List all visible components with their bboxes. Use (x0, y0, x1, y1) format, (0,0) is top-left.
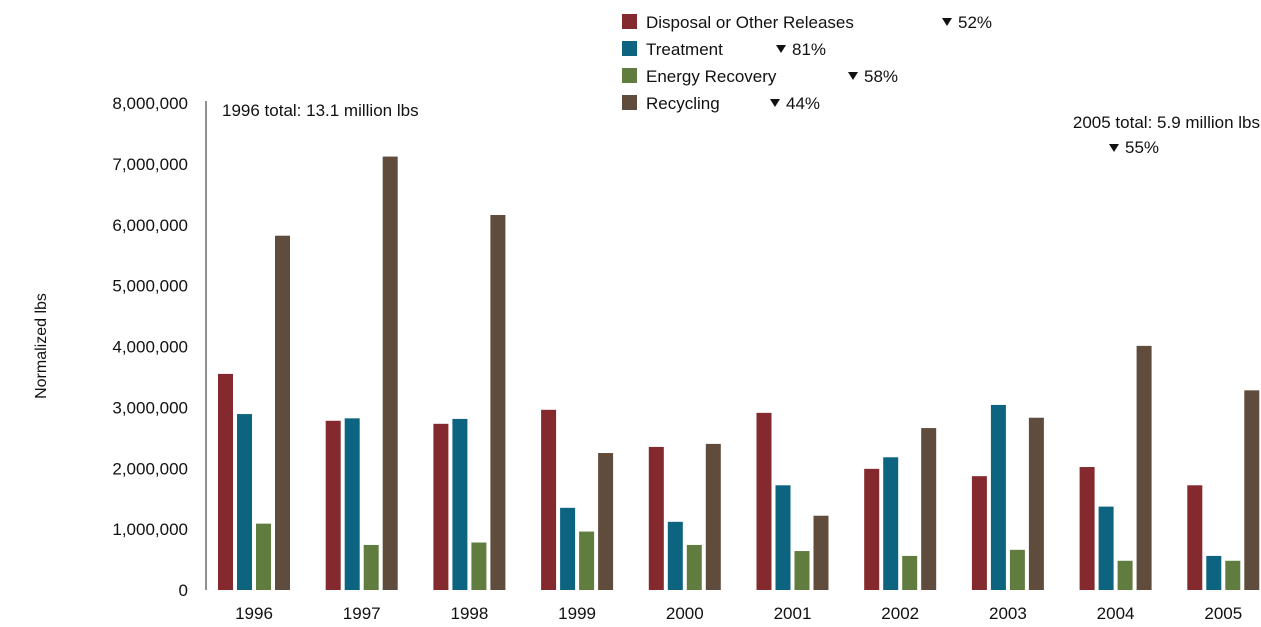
bar-treatment-2005 (1206, 555, 1222, 590)
bar-disposal-or-other-releases-1998 (433, 423, 449, 590)
annotation-end-change: 55% (1125, 138, 1159, 157)
bar-recycling-2000 (705, 443, 721, 590)
bar-disposal-or-other-releases-2000 (648, 446, 664, 590)
x-axis: 1996 1997 1998 1999 2000 2001 2002 2003 2004 2005 (235, 604, 1242, 623)
legend-label-disposal-or-other-releases: Disposal or Other Releases (646, 13, 854, 32)
y-tick-label: 1,000,000 (112, 520, 188, 539)
legend-swatch-recycling (622, 95, 637, 110)
bar-energy-recovery-2000 (686, 544, 702, 590)
y-tick-label: 3,000,000 (112, 398, 188, 417)
bar-disposal-or-other-releases-2001 (756, 412, 772, 590)
y-axis: 0 1,000,000 2,000,000 3,000,000 4,000,000 5,0… (33, 94, 207, 600)
x-tick-label: 2004 (1097, 604, 1135, 622)
bar-recycling-1998 (490, 215, 506, 590)
legend-label-energy-recovery: Energy Recovery (646, 67, 777, 86)
bar-recycling-2001 (813, 515, 829, 590)
bar-treatment-1996 (237, 414, 252, 590)
legend-change-disposal-or-other-releases: 52% (958, 13, 992, 32)
bar-disposal-or-other-releases-1996 (218, 373, 233, 590)
x-tick-label: 2005 (1204, 604, 1242, 622)
legend-change-treatment: 81% (792, 40, 826, 59)
y-tick-label: 6,000,000 (112, 216, 188, 235)
legend-label-treatment: Treatment (646, 40, 723, 59)
annotation-start-total: 1996 total: 13.1 million lbs (222, 101, 419, 120)
bar-recycling-2002 (921, 428, 937, 590)
down-triangle-icon (848, 72, 858, 80)
y-tick-label: 7,000,000 (112, 155, 188, 174)
bar-energy-recovery-1998 (471, 542, 487, 590)
annotation-end-total: 2005 total: 5.9 million lbs (1073, 113, 1260, 132)
bar-treatment-1997 (344, 418, 360, 590)
x-tick-label: 1996 (235, 604, 273, 622)
bar-treatment-2001 (775, 485, 791, 590)
x-tick-label: 2000 (666, 604, 704, 622)
bar-energy-recovery-2002 (902, 555, 918, 590)
bar-energy-recovery-2004 (1117, 560, 1133, 590)
bar-treatment-1998 (452, 418, 468, 590)
bar-disposal-or-other-releases-2005 (1187, 485, 1203, 590)
bar-treatment-2002 (883, 457, 899, 590)
legend-change-energy-recovery: 58% (864, 67, 898, 86)
legend-swatch-disposal-or-other-releases (622, 14, 637, 29)
bar-treatment-2000 (667, 521, 683, 590)
y-tick-label: 8,000,000 (112, 94, 188, 113)
bar-treatment-2004 (1098, 506, 1114, 590)
x-tick-label: 2001 (774, 604, 812, 622)
down-triangle-icon (776, 45, 786, 53)
bar-recycling-1996 (275, 235, 290, 590)
bar-energy-recovery-1996 (256, 523, 271, 590)
y-tick-label: 0 (179, 581, 188, 600)
bar-recycling-2005 (1244, 390, 1260, 590)
y-tick-label: 2,000,000 (112, 459, 188, 478)
legend-change-recycling: 44% (786, 94, 820, 113)
x-tick-label: 1997 (343, 604, 381, 622)
y-tick-label: 5,000,000 (112, 277, 188, 296)
bar-energy-recovery-2001 (794, 551, 810, 590)
bar-treatment-2003 (990, 404, 1006, 590)
x-tick-label: 2003 (989, 604, 1027, 622)
legend-swatch-energy-recovery (622, 68, 637, 83)
x-tick-label: 1998 (450, 604, 488, 622)
y-axis-title: Normalized lbs (33, 293, 50, 399)
annotations: 1996 total: 13.1 million lbs 2005 total: … (222, 101, 1260, 157)
down-triangle-icon (770, 99, 780, 107)
bar-energy-recovery-2003 (1009, 549, 1025, 590)
bar-energy-recovery-1997 (363, 544, 379, 590)
legend: Disposal or Other Releases 52% Treatment 81… (622, 13, 992, 113)
bar-recycling-1999 (598, 453, 614, 590)
bars (218, 156, 1260, 590)
bar-recycling-2004 (1136, 345, 1152, 590)
bar-disposal-or-other-releases-1997 (325, 420, 341, 590)
down-triangle-icon (942, 18, 952, 26)
bar-disposal-or-other-releases-2003 (971, 476, 987, 590)
bar-energy-recovery-1999 (579, 531, 595, 590)
bar-recycling-1997 (382, 156, 398, 590)
bar-disposal-or-other-releases-2002 (864, 468, 880, 590)
legend-label-recycling: Recycling (646, 94, 720, 113)
bar-recycling-2003 (1028, 417, 1044, 590)
down-triangle-icon (1109, 144, 1119, 152)
y-tick-label: 4,000,000 (112, 338, 188, 357)
bar-energy-recovery-2005 (1225, 560, 1241, 590)
x-tick-label: 1999 (558, 604, 596, 622)
bar-disposal-or-other-releases-2004 (1079, 467, 1095, 590)
legend-swatch-treatment (622, 41, 637, 56)
bar-disposal-or-other-releases-1999 (541, 409, 557, 590)
x-tick-label: 2002 (881, 604, 919, 622)
bar-treatment-1999 (560, 507, 576, 590)
